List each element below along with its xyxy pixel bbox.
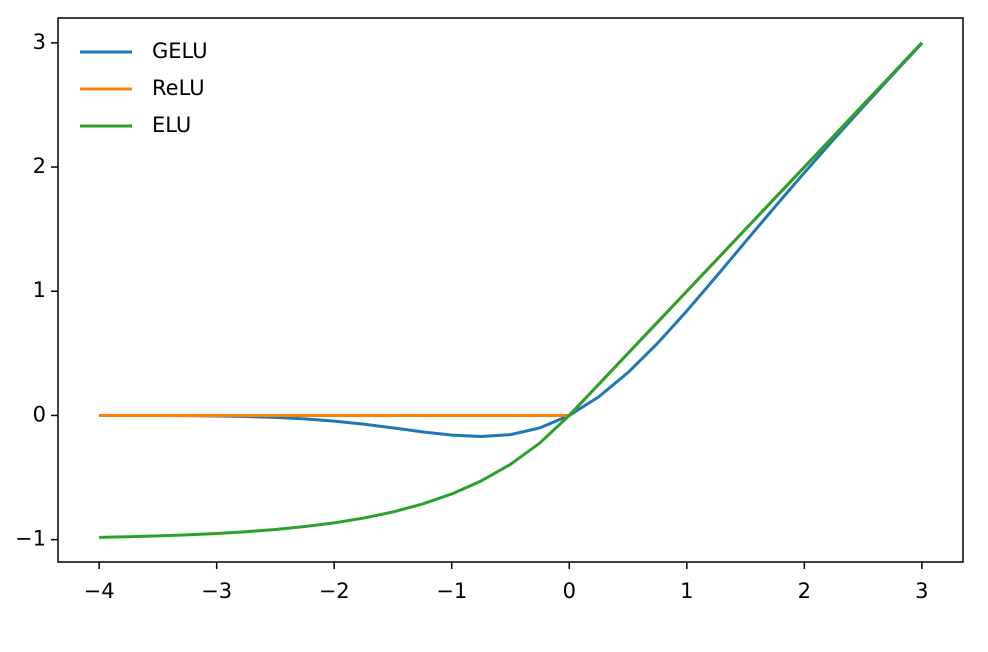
- x-tick-label: 3: [915, 579, 928, 603]
- series-line: [99, 42, 923, 439]
- legend-label: ReLU: [152, 76, 205, 100]
- series-line: [99, 41, 923, 539]
- legend-label: GELU: [152, 39, 208, 63]
- x-tick-label: −1: [436, 579, 467, 603]
- x-tick-label: −3: [201, 579, 232, 603]
- legend-label: ELU: [152, 113, 191, 137]
- x-tick-label: 0: [563, 579, 576, 603]
- series-line: [99, 41, 923, 417]
- y-tick-label: 3: [33, 30, 46, 54]
- x-tick-label: 2: [798, 579, 811, 603]
- x-tick-label: −2: [319, 579, 350, 603]
- x-tick-label: 1: [680, 579, 693, 603]
- y-tick-label: 1: [33, 278, 46, 302]
- y-tick-label: 0: [33, 402, 46, 426]
- y-tick-label: 2: [33, 154, 46, 178]
- x-tick-label: −4: [84, 579, 115, 603]
- plot-frame: [57, 17, 964, 563]
- y-tick-label: −1: [15, 527, 46, 551]
